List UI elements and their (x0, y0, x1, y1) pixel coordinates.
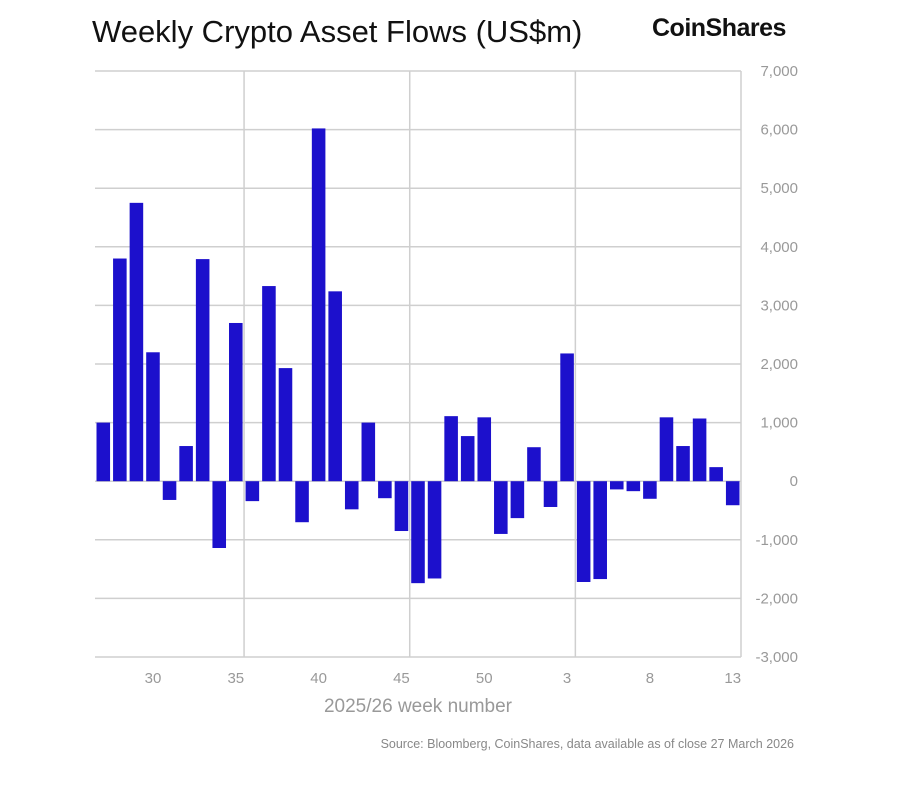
bar-week-39 (295, 481, 309, 523)
x-tick-label: 3 (563, 670, 571, 687)
y-tick-label: -3,000 (755, 649, 798, 666)
y-tick-label: 3,000 (760, 297, 798, 314)
bar-week-28 (113, 258, 127, 482)
x-tick-label: 30 (145, 670, 162, 687)
bar-week-5 (593, 481, 607, 580)
bar-week-13 (725, 481, 740, 506)
x-tick-label: 35 (227, 670, 244, 687)
bar-week-8 (643, 481, 657, 499)
y-tick-label: 1,000 (760, 415, 798, 432)
bar-week-3 (560, 353, 574, 482)
bar-week-47 (427, 481, 442, 579)
x-tick-label: 45 (393, 670, 410, 687)
x-tick-label: 8 (646, 670, 654, 687)
y-tick-label: 2,000 (760, 356, 798, 373)
bar-week-45 (394, 481, 409, 532)
bar-week-46 (411, 481, 425, 584)
bar-week-35 (229, 322, 243, 482)
bar-week-32 (179, 446, 193, 482)
bar-week-42 (344, 481, 359, 510)
bar-week-51 (494, 481, 508, 534)
bar-week-33 (195, 259, 210, 482)
y-tick-label: 6,000 (760, 122, 798, 139)
bar-week-9 (659, 417, 674, 482)
y-tick-label: -2,000 (755, 590, 798, 607)
y-tick-label: -1,000 (755, 532, 798, 549)
bar-week-43 (361, 422, 376, 482)
bar-week-37 (262, 286, 276, 482)
bar-week-11 (692, 418, 707, 482)
bar-week-6 (609, 481, 624, 490)
y-tick-label: 5,000 (760, 180, 798, 197)
y-tick-label: 0 (790, 473, 798, 490)
bar-week-49 (460, 436, 475, 482)
coinshares-logo: CoinShares (652, 14, 786, 42)
bar-week-34 (212, 481, 227, 549)
bar-week-38 (278, 368, 293, 482)
bar-week-10 (676, 446, 690, 482)
bar-week-1 (527, 447, 541, 482)
x-tick-label: 40 (310, 670, 327, 687)
x-tick-label: 13 (724, 670, 741, 687)
bar-week-27 (96, 422, 111, 482)
chart-title: Weekly Crypto Asset Flows (US$m) (92, 14, 583, 49)
y-tick-label: 7,000 (760, 63, 798, 80)
bar-week-4 (576, 481, 591, 582)
bar-week-36 (245, 481, 260, 502)
bar-week-44 (378, 481, 392, 499)
bar-week-40 (311, 128, 326, 482)
x-tick-label: 50 (476, 670, 493, 687)
bar-week-48 (444, 416, 458, 482)
bar-week-31 (162, 481, 177, 500)
bar-week-12 (709, 467, 723, 482)
y-tick-label: 4,000 (760, 239, 798, 256)
x-axis-label: 2025/26 week number (324, 696, 513, 717)
bar-week-41 (328, 291, 342, 482)
bar-week-30 (146, 352, 160, 482)
bar-week-2 (543, 481, 558, 507)
bar-week-29 (129, 202, 144, 482)
bar-week-7 (626, 481, 641, 492)
bar-week-50 (477, 417, 492, 482)
source-note: Source: Bloomberg, CoinShares, data avai… (380, 737, 794, 751)
bar-week-52 (510, 481, 525, 519)
